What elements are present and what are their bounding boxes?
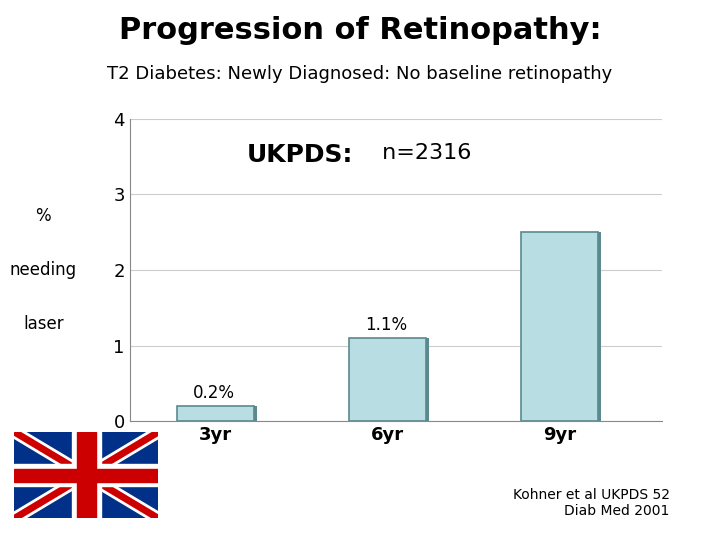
Text: 1.1%: 1.1% [364, 315, 407, 334]
Text: n=2316: n=2316 [374, 143, 471, 163]
Bar [72, 432, 101, 518]
Text: T2 Diabetes: Newly Diagnosed: No baseline retinopathy: T2 Diabetes: Newly Diagnosed: No baselin… [107, 65, 613, 83]
Bar [352, 338, 429, 421]
Bar [14, 464, 158, 486]
Bar [180, 406, 257, 421]
Bar [14, 469, 158, 482]
Text: Kohner et al UKPDS 52
Diab Med 2001: Kohner et al UKPDS 52 Diab Med 2001 [513, 488, 670, 518]
Bar [523, 232, 601, 421]
Text: UKPDS:: UKPDS: [247, 143, 354, 167]
Text: %: % [35, 207, 51, 225]
Text: laser: laser [23, 315, 63, 333]
Bar [177, 406, 254, 421]
Bar [348, 338, 426, 421]
Text: 0.2%: 0.2% [193, 383, 235, 402]
Text: Progression of Retinopathy:: Progression of Retinopathy: [119, 16, 601, 45]
Bar [521, 232, 598, 421]
Bar [77, 432, 96, 518]
Text: needing: needing [9, 261, 77, 279]
